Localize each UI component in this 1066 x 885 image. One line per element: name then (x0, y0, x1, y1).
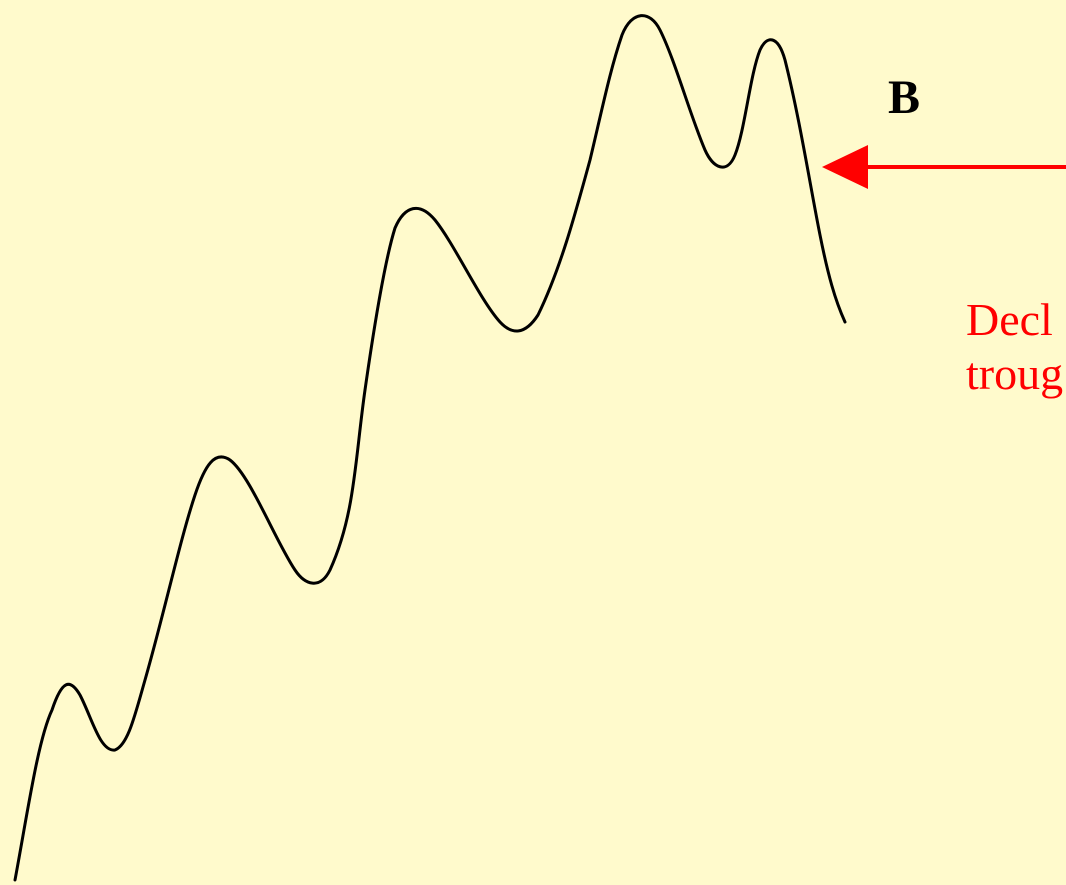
annotation-line-2: troug (966, 348, 1064, 399)
annotation-line-1: Decl (966, 294, 1053, 345)
price-wave-line (13, 14, 847, 882)
point-b-label: B (888, 71, 921, 124)
arrow-head (822, 145, 868, 189)
annotation-text: Decl troug (966, 293, 1063, 401)
